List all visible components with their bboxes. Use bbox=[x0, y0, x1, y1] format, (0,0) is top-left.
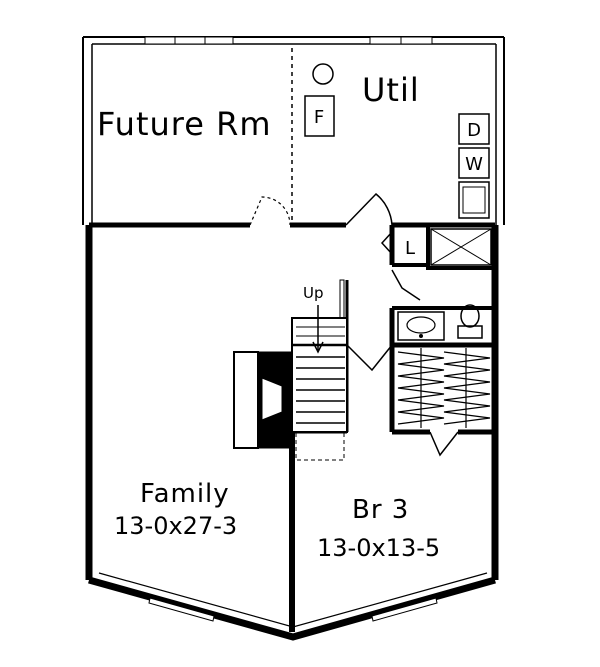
washer: W bbox=[458, 147, 490, 179]
bedroom3-label: Br 3 bbox=[352, 495, 409, 525]
family-room-label: Family bbox=[140, 479, 230, 509]
washer-label: W bbox=[465, 154, 483, 175]
linen-label: L bbox=[405, 238, 415, 259]
stairs bbox=[291, 305, 348, 461]
door-swings bbox=[249, 192, 459, 457]
furnace: F bbox=[304, 95, 335, 137]
family-room-dimensions: 13-0x27-3 bbox=[114, 512, 237, 540]
dryer: D bbox=[458, 113, 490, 145]
toilet bbox=[457, 304, 483, 339]
bottom-windows bbox=[148, 597, 438, 622]
top-windows bbox=[144, 36, 433, 45]
linen-closet: L bbox=[405, 238, 415, 259]
interior-walls bbox=[89, 48, 495, 632]
utility-label: Util bbox=[362, 71, 420, 109]
bedroom3-dimensions: 13-0x13-5 bbox=[317, 534, 440, 562]
dryer-label: D bbox=[467, 120, 481, 141]
vanity-sink bbox=[397, 311, 445, 341]
laundry-sink bbox=[458, 181, 490, 219]
water-heater-icon bbox=[312, 63, 334, 85]
shower bbox=[430, 228, 492, 266]
furnace-label: F bbox=[314, 107, 324, 128]
exterior-walls bbox=[82, 36, 505, 641]
closet-hangers bbox=[397, 348, 491, 428]
stairs-up-label: Up bbox=[303, 284, 324, 302]
fireplace bbox=[233, 351, 293, 449]
future-room-label: Future Rm bbox=[97, 105, 271, 143]
